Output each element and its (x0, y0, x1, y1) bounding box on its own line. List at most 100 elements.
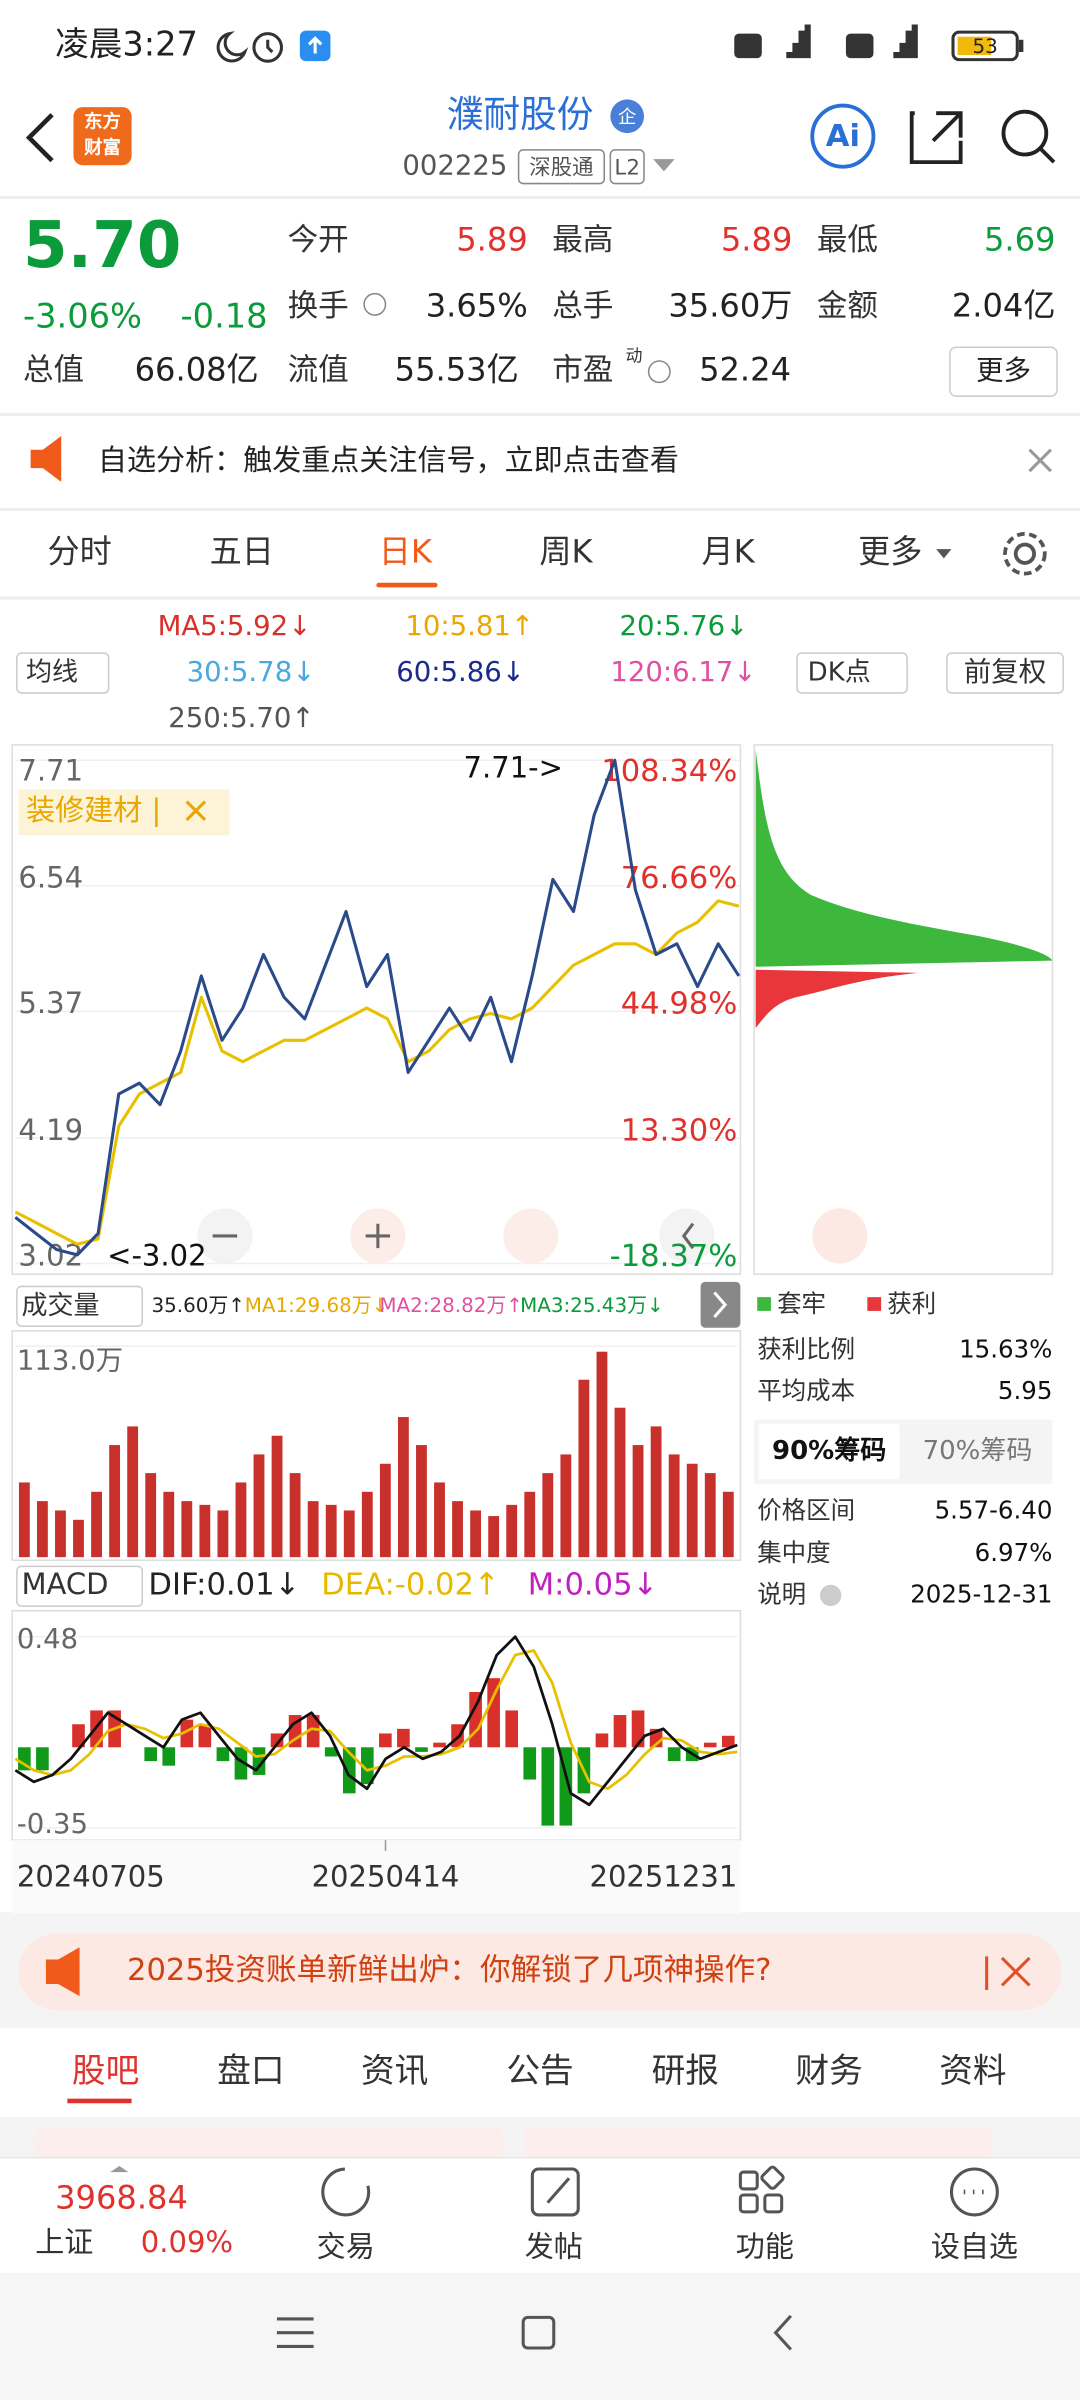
macd-bar (415, 1747, 428, 1752)
quote-label: 换手 (288, 289, 349, 324)
chip-stat-value: 2025-12-31 (910, 1579, 1052, 1608)
tab[interactable]: 更多 (858, 533, 922, 571)
quote-value: 5.89 (456, 221, 528, 259)
bottom-tab[interactable]: 研报 (652, 2051, 719, 2090)
zoom-button[interactable] (812, 1208, 868, 1264)
info-icon[interactable] (819, 1584, 842, 1607)
ma-legend-item: 250:5.70↑ (168, 702, 314, 734)
tab[interactable]: 五日 (210, 533, 274, 571)
bottom-tab[interactable]: 盘口 (217, 2051, 284, 2090)
ma-selector-label[interactable]: 均线 (26, 658, 78, 688)
quote-label: 市盈 (552, 353, 613, 388)
search-button[interactable] (1001, 109, 1056, 164)
market-box (517, 149, 606, 185)
dk-button[interactable] (796, 652, 908, 694)
volume-selector[interactable] (16, 1285, 144, 1327)
volume-bar (343, 1510, 355, 1558)
macd-bar (487, 1678, 500, 1748)
ai-button[interactable] (810, 103, 876, 169)
ma-legend-item: 20:5.76↓ (620, 610, 749, 642)
bottom-tab[interactable]: 资讯 (361, 2051, 428, 2090)
macd-selector[interactable] (16, 1565, 144, 1607)
nav-bar (0, 2273, 1080, 2400)
close-button[interactable] (1028, 448, 1052, 473)
ad-text[interactable]: 2025投资账单新鲜出炉：你解锁了几项神操作? (127, 1953, 771, 1988)
ma-line (14, 899, 740, 1246)
macd-selector-label[interactable]: MACD (21, 1567, 108, 1601)
volume-selector-label[interactable]: 成交量 (21, 1291, 99, 1321)
bottom-tab[interactable]: 股吧 (72, 2051, 139, 2090)
adjust-label[interactable]: 前复权 (964, 656, 1047, 688)
nav-home[interactable] (521, 2315, 556, 2350)
ma-selector[interactable] (16, 652, 110, 694)
chip-stat-value: 5.95 (998, 1376, 1052, 1405)
divider (0, 2156, 1080, 2159)
quote-value: 3.65% (426, 286, 528, 324)
macd-bar (162, 1747, 176, 1766)
bottom-tab[interactable]: 资料 (939, 2051, 1006, 2090)
footer-action[interactable]: 设自选 (931, 2230, 1018, 2264)
ai-label[interactable]: Ai (826, 119, 860, 154)
dropdown-arrow[interactable] (936, 549, 952, 559)
quote-label: 流值 (288, 353, 349, 388)
settings-button[interactable] (1003, 531, 1047, 576)
bottom-tab[interactable]: 财务 (795, 2051, 862, 2090)
tab[interactable]: 分时 (47, 533, 111, 571)
macd-legend: DIF:0.01↓ (148, 1568, 300, 1603)
pct-label: 13.30% (621, 1113, 738, 1148)
change: -0.18 (181, 297, 268, 336)
chip-button[interactable]: 90%筹码 (772, 1435, 886, 1466)
sector-close[interactable] (185, 800, 207, 821)
chip-legend: 套牢 (777, 1289, 826, 1318)
market-tag: 深股通 (529, 155, 593, 180)
more-button-label[interactable]: 更多 (976, 355, 1031, 387)
index-toggle[interactable] (110, 2165, 129, 2173)
info-icon[interactable] (363, 292, 387, 316)
feed-card (523, 2126, 993, 2160)
volume-bar (55, 1510, 66, 1558)
volume-bar (524, 1491, 536, 1558)
speaker-icon (30, 435, 62, 482)
adjust-button[interactable] (946, 652, 1064, 694)
nav-back[interactable] (773, 2314, 792, 2351)
ad-close[interactable] (985, 1956, 1031, 1991)
footer-action[interactable]: 交易 (317, 2230, 375, 2264)
back-button[interactable] (25, 113, 54, 163)
footer-action[interactable]: 功能 (736, 2230, 794, 2264)
tab-underline (376, 582, 438, 588)
expand-button[interactable] (700, 1281, 741, 1328)
dropdown-arrow[interactable] (653, 159, 675, 172)
macd-bar (721, 1735, 735, 1748)
nav-menu[interactable] (276, 2317, 314, 2348)
chip-button[interactable]: 70%筹码 (923, 1436, 1033, 1466)
volume-legend: MA3:25.43万↓ (520, 1294, 664, 1317)
share-button[interactable] (909, 111, 963, 165)
volume-bar (217, 1510, 229, 1558)
volume-bar (18, 1482, 30, 1558)
tab[interactable]: 周K (539, 533, 593, 571)
dk-label[interactable]: DK点 (808, 658, 871, 688)
banner-text[interactable]: 自选分析：触发重点关注信号，立即点击查看 (98, 443, 679, 477)
bottom-tab[interactable]: 公告 (506, 2051, 573, 2090)
info-icon[interactable] (647, 360, 671, 384)
ad-banner[interactable] (18, 1933, 1062, 2010)
tab[interactable]: 月K (702, 533, 756, 571)
sector-label[interactable]: 装修建材 | (26, 793, 161, 827)
chip-button-active[interactable] (758, 1424, 900, 1480)
chip-legend: 获利 (887, 1289, 936, 1318)
volume-bar (686, 1463, 698, 1558)
volume-bar (542, 1473, 554, 1558)
volume-bar (127, 1426, 139, 1558)
tab[interactable]: 日K (379, 533, 433, 571)
volume-tick-label: 113.0万 (17, 1344, 123, 1376)
volume-legend: MA1:29.68万↓ (245, 1294, 389, 1317)
footer-action[interactable]: 发帖 (525, 2230, 583, 2264)
macd-bar (144, 1747, 158, 1762)
volume-bar (434, 1482, 445, 1558)
footer-icons[interactable] (321, 2165, 999, 2217)
quote-label: 今开 (288, 223, 349, 258)
macd-bar (379, 1733, 392, 1748)
more-button[interactable] (949, 346, 1058, 397)
